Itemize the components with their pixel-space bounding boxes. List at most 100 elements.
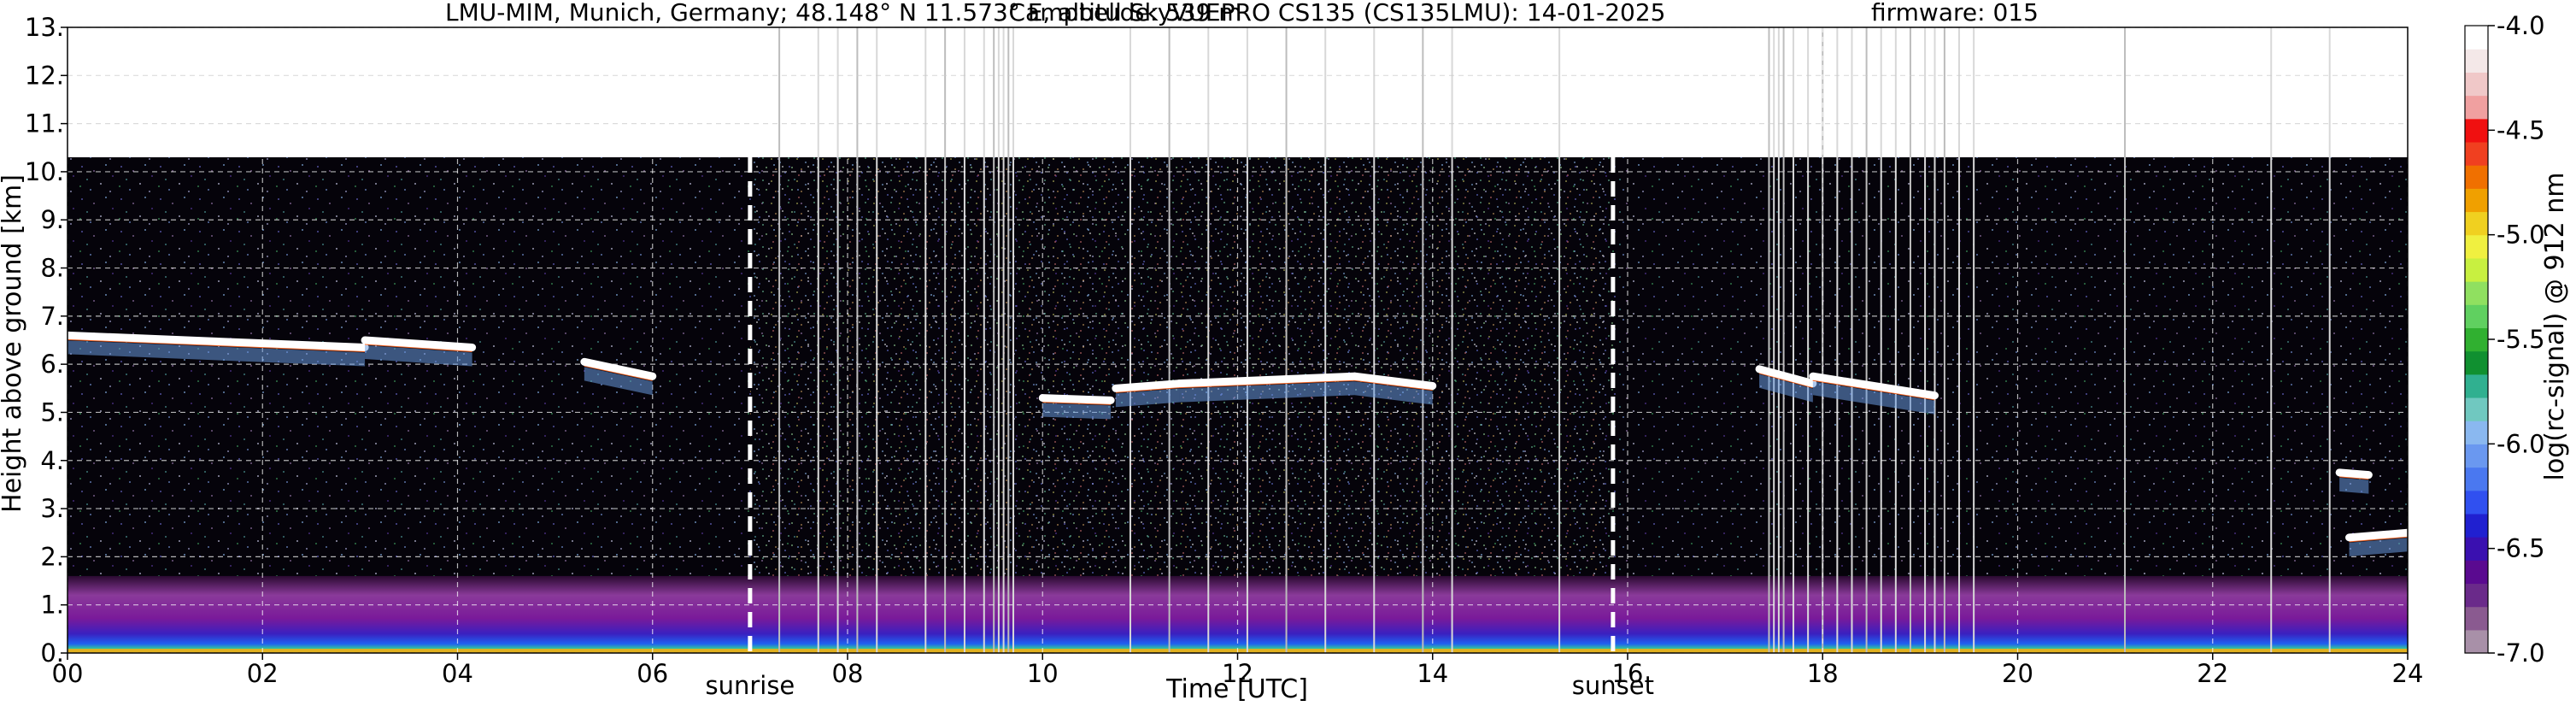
cloud-virga	[1354, 381, 1433, 405]
x-tick-label: 10	[1027, 659, 1059, 688]
y-tick-label: 1.	[40, 591, 64, 620]
x-tick-label: 24	[2392, 659, 2424, 688]
sunset-label: sunset	[1572, 671, 1654, 700]
daytime-noise	[749, 157, 1613, 653]
cloud-segment	[1809, 372, 1939, 415]
colorbar-swatch	[2465, 304, 2488, 329]
colorbar-swatch	[2465, 257, 2488, 282]
colorbar-tick-label: -4.0	[2497, 11, 2545, 40]
x-tick-label: 04	[442, 659, 473, 688]
x-tick-label: 20	[2002, 659, 2033, 688]
y-tick-label: 0.	[40, 638, 64, 668]
cloud-virga	[1759, 374, 1813, 403]
y-tick-label: 11.	[25, 109, 64, 138]
sunrise-label: sunrise	[705, 671, 795, 700]
cloud-virga	[365, 345, 472, 367]
y-tick-label: 7.	[40, 302, 64, 331]
colorbar-swatch	[2465, 49, 2488, 73]
colorbar-swatch	[2465, 397, 2488, 421]
cloud-core	[361, 336, 477, 351]
colorbar-swatch	[2465, 629, 2488, 654]
cloud-core	[63, 331, 369, 351]
title-location: LMU-MIM, Munich, Germany; 48.148° N 11.5…	[445, 0, 1242, 26]
data-gap-lines	[778, 27, 2331, 653]
cloud-segment	[1175, 372, 1358, 403]
cloud-virga	[67, 340, 366, 367]
colorbar-tick-label: -5.0	[2497, 221, 2545, 250]
x-axis-ticks: 00 02 04 06 08 10 12 14 16 18 20 22 24	[52, 653, 2424, 688]
cloud-segment	[1350, 372, 1437, 405]
colorbar-swatch	[2465, 513, 2488, 538]
title-firmware: firmware: 015	[1871, 0, 2039, 26]
x-tick-label: 22	[2197, 659, 2228, 688]
colorbar-tick-label: -7.0	[2497, 638, 2545, 668]
colorbar-label: log(rc-signal) @ 912 nm	[2540, 173, 2570, 481]
cloud-core	[1809, 372, 1939, 400]
cloud-segment	[580, 357, 657, 396]
colorbar-swatch	[2465, 606, 2488, 631]
cloud-segment	[361, 336, 477, 367]
cloud-segment	[1038, 394, 1115, 420]
cloud-segment	[1755, 365, 1817, 403]
y-tick-label: 12.	[25, 61, 64, 90]
colorbar-swatch	[2465, 188, 2488, 213]
y-tick-label: 6.	[40, 350, 64, 379]
cloud-core	[1175, 372, 1358, 388]
colorbar-swatch	[2465, 141, 2488, 166]
cloud-segment	[2335, 468, 2373, 494]
y-tick-label: 8.	[40, 254, 64, 283]
colorbar: -4.0 -4.5 -5.0 -5.5 -6.0 -6.5 -7.0	[2464, 11, 2545, 668]
y-axis-ticks: 0. 1. 2. 3. 4. 5. 6. 7. 8. 9. 10. 11. 12. 13.	[25, 13, 67, 668]
cloud-core	[580, 357, 657, 380]
colorbar-tick-label: -6.5	[2497, 534, 2545, 563]
colorbar-swatch	[2465, 350, 2488, 375]
x-tick-label: 08	[832, 659, 864, 688]
cloud-layers	[63, 331, 2412, 556]
x-tick-label: 14	[1417, 659, 1448, 688]
y-tick-label: 2.	[40, 542, 64, 571]
cloud-core	[1755, 365, 1817, 388]
cloud-core	[2335, 468, 2373, 479]
plot-area	[63, 26, 2412, 654]
cloud-virga	[1115, 388, 1180, 408]
y-tick-label: 4.	[40, 446, 64, 475]
cloud-virga	[2339, 477, 2369, 494]
y-tick-label: 3.	[40, 494, 64, 523]
x-tick-label: 02	[247, 659, 279, 688]
cloud-virga	[2349, 538, 2408, 556]
colorbar-swatch	[2465, 421, 2488, 444]
colorbar-swatch	[2465, 327, 2488, 352]
x-axis-label: Time [UTC]	[1165, 674, 1308, 704]
colorbar-tick-label: -4.5	[2497, 115, 2545, 144]
colorbar-swatch	[2465, 72, 2488, 97]
cloud-virga	[1812, 381, 1935, 415]
title-instrument: Campbell SkyVUEPRO CS135 (CS135LMU): 14-…	[1009, 0, 1666, 26]
cloud-core	[1112, 379, 1183, 392]
colorbar-swatch	[2465, 234, 2488, 259]
x-tick-label: 00	[52, 659, 84, 688]
colorbar-tick-label: -6.0	[2497, 429, 2545, 458]
colorbar-swatch	[2465, 560, 2488, 585]
y-tick-label: 13.	[25, 13, 64, 42]
y-tick-label: 10.	[25, 157, 64, 186]
colorbar-swatch	[2465, 444, 2488, 468]
y-tick-label: 5.	[40, 397, 64, 427]
y-tick-label: 9.	[40, 205, 64, 234]
colorbar-swatch	[2465, 537, 2488, 561]
colorbar-swatch	[2465, 374, 2488, 398]
colorbar-swatch	[2465, 467, 2488, 491]
cloud-virga	[584, 367, 653, 396]
x-tick-label: 06	[637, 659, 668, 688]
cloud-segment	[1112, 379, 1183, 408]
colorbar-swatch	[2465, 211, 2488, 236]
colorbar-swatch	[2465, 583, 2488, 608]
colorbar-swatch	[2465, 490, 2488, 515]
colorbar-tick-label: -5.5	[2497, 325, 2545, 354]
cloud-core	[1038, 394, 1115, 404]
cloud-virga	[1042, 403, 1112, 420]
cloud-segment	[2345, 528, 2412, 556]
y-axis-label: Height above ground [km]	[0, 174, 27, 513]
colorbar-swatch	[2465, 26, 2488, 50]
cloud-segment	[63, 331, 369, 367]
